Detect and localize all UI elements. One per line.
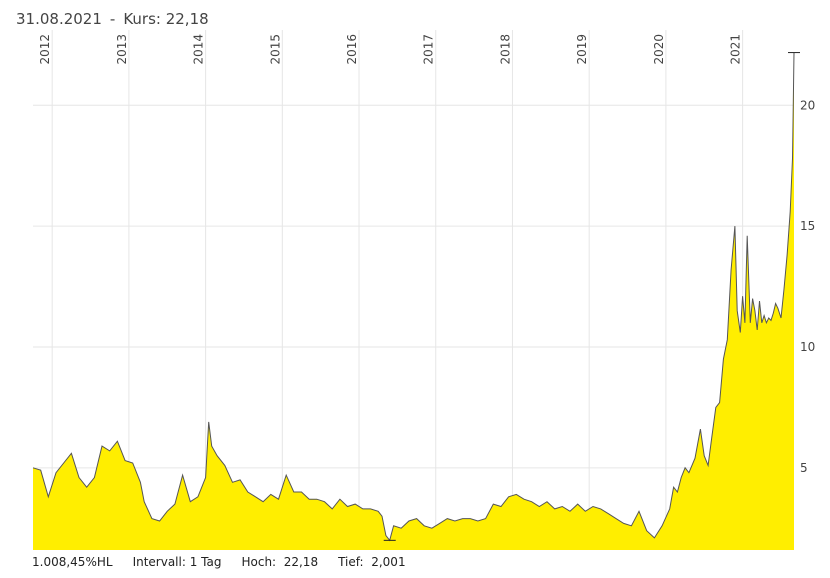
- x-tick-label: 2019: [575, 34, 589, 65]
- chart-header: 31.08.2021- Kurs: 22,18: [16, 10, 209, 28]
- x-tick-label: 2013: [115, 34, 129, 65]
- date-label: 31.08.2021: [16, 10, 102, 28]
- price-area-fill: [33, 52, 794, 550]
- y-tick-label: 20: [800, 98, 815, 112]
- price-area: [32, 52, 795, 550]
- header-separator: -: [109, 10, 116, 28]
- chart-footer: 1.008,45%HL Intervall: 1 Tag Hoch: 22,18 Ti…: [32, 555, 426, 569]
- x-tick-label: 2016: [345, 34, 359, 65]
- x-tick-label: 2020: [652, 34, 666, 65]
- y-tick-label: 5: [800, 461, 808, 475]
- y-tick-label: 10: [800, 340, 815, 354]
- tick-labels: 2012 2013 2014 2015 2016 2017 2018 2019 2020 2021…: [38, 34, 815, 475]
- x-tick-label: 2014: [192, 34, 206, 65]
- x-tick-label: 2012: [38, 34, 52, 65]
- x-tick-label: 2017: [422, 34, 436, 65]
- price-label: Kurs: 22,18: [123, 10, 209, 28]
- grid-lines: [33, 30, 794, 550]
- high-stat: Hoch: 22,18: [241, 555, 319, 569]
- change-stat: 1.008,45%HL: [32, 555, 113, 569]
- interval-stat: Intervall: 1 Tag: [132, 555, 222, 569]
- x-tick-label: 2015: [268, 34, 282, 65]
- extreme-markers: [383, 52, 800, 541]
- price-line: [32, 52, 795, 542]
- low-stat: Tief: 2,001: [338, 555, 406, 569]
- y-tick-label: 15: [800, 219, 815, 233]
- x-tick-label: 2021: [729, 34, 743, 65]
- x-tick-label: 2018: [498, 34, 512, 65]
